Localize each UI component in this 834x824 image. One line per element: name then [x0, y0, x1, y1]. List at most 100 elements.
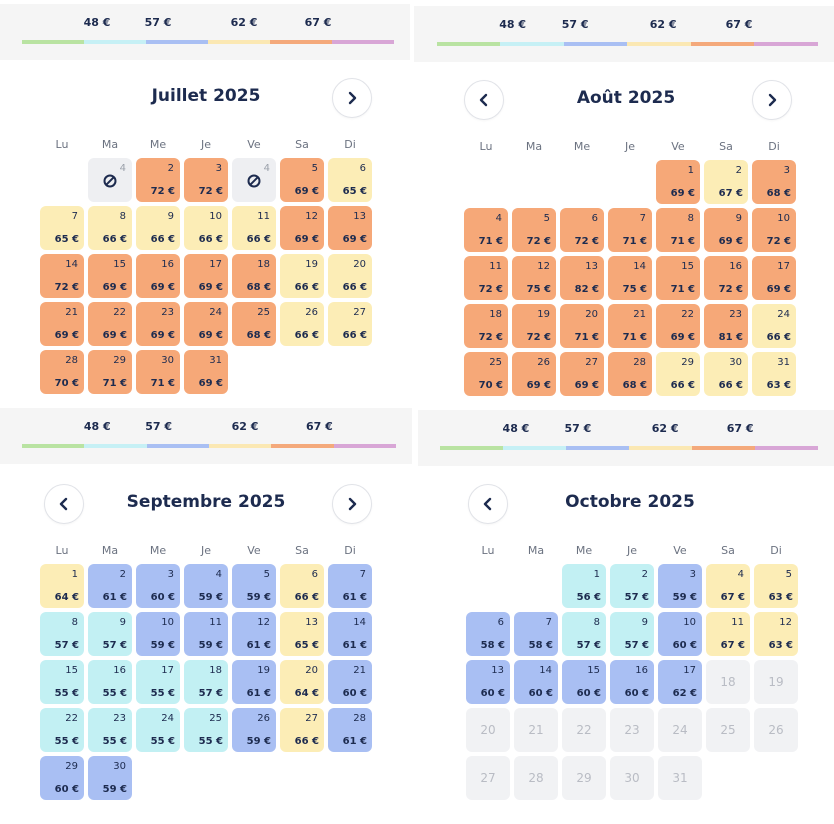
day-cell[interactable]: 6 65 €	[328, 158, 372, 202]
day-cell[interactable]: 14 72 €	[40, 254, 84, 298]
day-cell[interactable]: 27 66 €	[280, 708, 324, 752]
day-cell[interactable]: 20 71 €	[560, 304, 604, 348]
day-cell[interactable]: 3 72 €	[184, 158, 228, 202]
day-cell[interactable]: 14 75 €	[608, 256, 652, 300]
day-cell[interactable]: 14 61 €	[328, 612, 372, 656]
day-cell[interactable]: 26 59 €	[232, 708, 276, 752]
day-cell[interactable]: 28 68 €	[608, 352, 652, 396]
day-cell[interactable]: 23 69 €	[136, 302, 180, 346]
next-month-button[interactable]	[332, 78, 372, 118]
day-cell[interactable]: 30 59 €	[88, 756, 132, 800]
day-cell[interactable]: 24 55 €	[136, 708, 180, 752]
day-cell[interactable]: 25 68 €	[232, 302, 276, 346]
day-cell[interactable]: 25 55 €	[184, 708, 228, 752]
day-cell[interactable]: 15 69 €	[88, 254, 132, 298]
day-cell[interactable]: 13 65 €	[280, 612, 324, 656]
day-cell[interactable]: 30 66 €	[704, 352, 748, 396]
day-cell[interactable]: 24 66 €	[752, 304, 796, 348]
day-cell[interactable]: 19 72 €	[512, 304, 556, 348]
day-cell[interactable]: 4 59 €	[184, 564, 228, 608]
previous-month-button[interactable]	[468, 484, 508, 524]
day-cell[interactable]: 11 59 €	[184, 612, 228, 656]
day-cell[interactable]: 9 57 €	[88, 612, 132, 656]
day-cell[interactable]: 25 70 €	[464, 352, 508, 396]
day-cell[interactable]: 22 55 €	[40, 708, 84, 752]
day-cell[interactable]: 5 59 €	[232, 564, 276, 608]
day-cell[interactable]: 29 60 €	[40, 756, 84, 800]
day-cell[interactable]: 17 69 €	[752, 256, 796, 300]
day-cell[interactable]: 17 55 €	[136, 660, 180, 704]
day-cell[interactable]: 6 58 €	[466, 612, 510, 656]
day-cell[interactable]: 9 57 €	[610, 612, 654, 656]
day-cell[interactable]: 14 60 €	[514, 660, 558, 704]
day-cell[interactable]: 4 67 €	[706, 564, 750, 608]
day-cell[interactable]: 7 65 €	[40, 206, 84, 250]
day-cell[interactable]: 13 60 €	[466, 660, 510, 704]
next-month-button[interactable]	[752, 80, 792, 120]
day-cell[interactable]: 9 66 €	[136, 206, 180, 250]
day-cell[interactable]: 11 72 €	[464, 256, 508, 300]
day-cell[interactable]: 6 72 €	[560, 208, 604, 252]
day-cell[interactable]: 16 72 €	[704, 256, 748, 300]
day-cell[interactable]: 7 61 €	[328, 564, 372, 608]
day-cell[interactable]: 27 66 €	[328, 302, 372, 346]
day-cell[interactable]: 4 71 €	[464, 208, 508, 252]
day-cell[interactable]: 5 69 €	[280, 158, 324, 202]
day-cell[interactable]: 31 63 €	[752, 352, 796, 396]
day-cell[interactable]: 3 59 €	[658, 564, 702, 608]
day-cell[interactable]: 19 61 €	[232, 660, 276, 704]
day-cell[interactable]: 18 68 €	[232, 254, 276, 298]
day-cell[interactable]: 2 61 €	[88, 564, 132, 608]
day-cell[interactable]: 3 60 €	[136, 564, 180, 608]
day-cell[interactable]: 8 66 €	[88, 206, 132, 250]
day-cell[interactable]: 12 61 €	[232, 612, 276, 656]
day-cell[interactable]: 2 67 €	[704, 160, 748, 204]
day-cell[interactable]: 10 72 €	[752, 208, 796, 252]
previous-month-button[interactable]	[464, 80, 504, 120]
day-cell[interactable]: 6 66 €	[280, 564, 324, 608]
day-cell[interactable]: 26 66 €	[280, 302, 324, 346]
day-cell[interactable]: 9 69 €	[704, 208, 748, 252]
day-cell[interactable]: 10 60 €	[658, 612, 702, 656]
day-cell[interactable]: 23 55 €	[88, 708, 132, 752]
next-month-button[interactable]	[332, 484, 372, 524]
day-cell[interactable]: 21 69 €	[40, 302, 84, 346]
day-cell[interactable]: 21 71 €	[608, 304, 652, 348]
day-cell[interactable]: 8 57 €	[562, 612, 606, 656]
day-cell[interactable]: 18 57 €	[184, 660, 228, 704]
day-cell[interactable]: 31 69 €	[184, 350, 228, 394]
day-cell[interactable]: 2 57 €	[610, 564, 654, 608]
day-cell[interactable]: 17 62 €	[658, 660, 702, 704]
day-cell[interactable]: 16 69 €	[136, 254, 180, 298]
day-cell[interactable]: 12 63 €	[754, 612, 798, 656]
day-cell[interactable]: 23 81 €	[704, 304, 748, 348]
day-cell[interactable]: 20 64 €	[280, 660, 324, 704]
day-cell[interactable]: 30 71 €	[136, 350, 180, 394]
day-cell[interactable]: 26 69 €	[512, 352, 556, 396]
day-cell[interactable]: 7 71 €	[608, 208, 652, 252]
day-cell[interactable]: 5 72 €	[512, 208, 556, 252]
day-cell[interactable]: 11 67 €	[706, 612, 750, 656]
day-cell[interactable]: 15 71 €	[656, 256, 700, 300]
day-cell[interactable]: 27 69 €	[560, 352, 604, 396]
day-cell[interactable]: 5 63 €	[754, 564, 798, 608]
day-cell[interactable]: 28 70 €	[40, 350, 84, 394]
day-cell[interactable]: 18 72 €	[464, 304, 508, 348]
day-cell[interactable]: 24 69 €	[184, 302, 228, 346]
day-cell[interactable]: 29 71 €	[88, 350, 132, 394]
day-cell[interactable]: 1 64 €	[40, 564, 84, 608]
day-cell[interactable]: 10 66 €	[184, 206, 228, 250]
day-cell[interactable]: 29 66 €	[656, 352, 700, 396]
day-cell[interactable]: 7 58 €	[514, 612, 558, 656]
day-cell[interactable]: 21 60 €	[328, 660, 372, 704]
previous-month-button[interactable]	[44, 484, 84, 524]
day-cell[interactable]: 13 69 €	[328, 206, 372, 250]
day-cell[interactable]: 12 75 €	[512, 256, 556, 300]
day-cell[interactable]: 19 66 €	[280, 254, 324, 298]
day-cell[interactable]: 16 60 €	[610, 660, 654, 704]
day-cell[interactable]: 28 61 €	[328, 708, 372, 752]
day-cell[interactable]: 8 71 €	[656, 208, 700, 252]
day-cell[interactable]: 20 66 €	[328, 254, 372, 298]
day-cell[interactable]: 17 69 €	[184, 254, 228, 298]
day-cell[interactable]: 12 69 €	[280, 206, 324, 250]
